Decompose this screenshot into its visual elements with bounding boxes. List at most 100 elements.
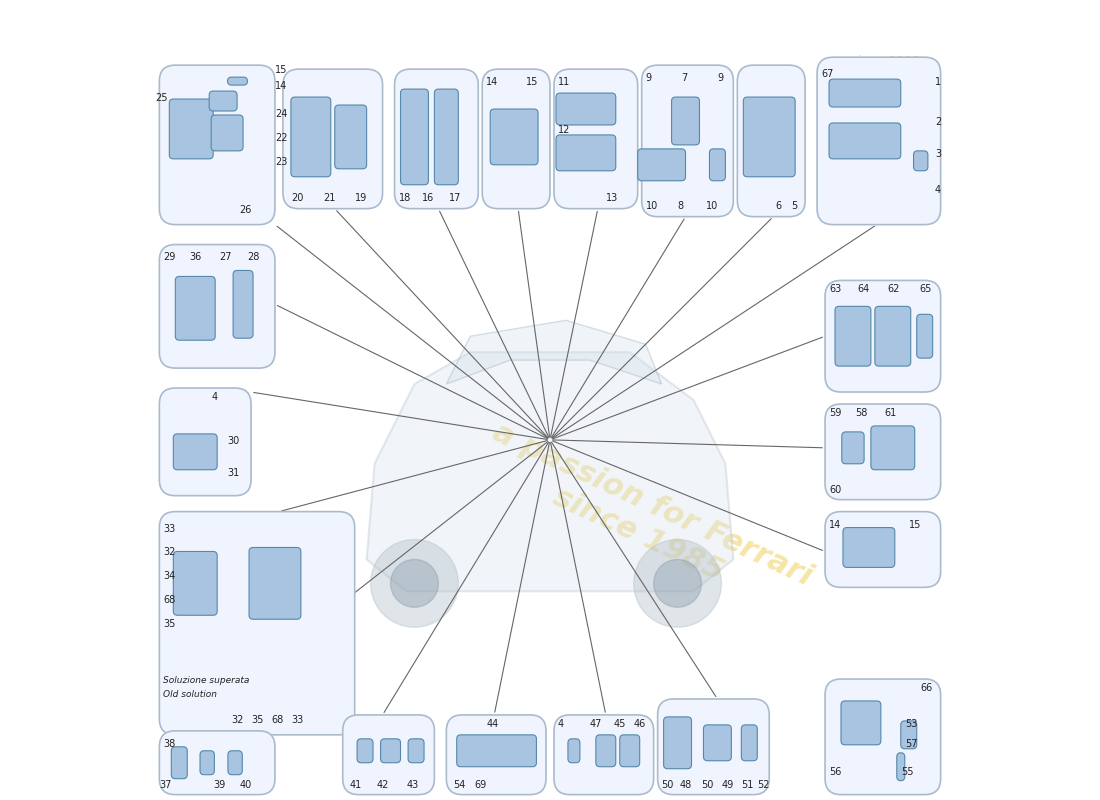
- Text: 15: 15: [275, 65, 287, 75]
- Text: 58: 58: [856, 408, 868, 418]
- Text: 41: 41: [349, 780, 361, 790]
- FancyBboxPatch shape: [825, 281, 940, 392]
- FancyBboxPatch shape: [160, 731, 275, 794]
- Text: 14: 14: [829, 519, 842, 530]
- Text: 62: 62: [888, 284, 900, 294]
- Text: 66: 66: [921, 683, 933, 693]
- Text: 35: 35: [251, 715, 263, 725]
- Text: 14: 14: [486, 77, 498, 87]
- Text: 24: 24: [275, 109, 287, 119]
- FancyBboxPatch shape: [556, 93, 616, 125]
- FancyBboxPatch shape: [901, 721, 916, 749]
- Text: 28: 28: [248, 253, 260, 262]
- FancyBboxPatch shape: [843, 527, 894, 567]
- FancyBboxPatch shape: [596, 735, 616, 766]
- FancyBboxPatch shape: [249, 547, 301, 619]
- Text: 33: 33: [163, 523, 176, 534]
- Text: 49: 49: [722, 780, 734, 790]
- Text: 61: 61: [884, 408, 898, 418]
- FancyBboxPatch shape: [554, 69, 638, 209]
- Text: 57: 57: [905, 738, 917, 749]
- FancyBboxPatch shape: [228, 750, 242, 774]
- Text: 12: 12: [558, 125, 570, 135]
- Text: 54: 54: [453, 780, 465, 790]
- FancyBboxPatch shape: [641, 65, 734, 217]
- Text: 63: 63: [829, 284, 842, 294]
- Text: 33: 33: [290, 715, 304, 725]
- FancyBboxPatch shape: [554, 715, 653, 794]
- Text: 20: 20: [290, 193, 304, 202]
- Text: 34: 34: [163, 571, 176, 582]
- FancyBboxPatch shape: [842, 432, 865, 464]
- FancyBboxPatch shape: [290, 97, 331, 177]
- FancyBboxPatch shape: [160, 388, 251, 496]
- Text: 10: 10: [705, 201, 717, 210]
- Text: 32: 32: [163, 547, 176, 558]
- Text: 4: 4: [558, 719, 564, 729]
- Text: 40: 40: [239, 780, 251, 790]
- FancyBboxPatch shape: [638, 149, 685, 181]
- Text: 9: 9: [646, 73, 652, 83]
- Text: 4: 4: [935, 185, 942, 194]
- FancyBboxPatch shape: [408, 739, 424, 762]
- FancyBboxPatch shape: [825, 512, 940, 587]
- Text: 16: 16: [422, 193, 435, 202]
- Text: 43: 43: [407, 780, 419, 790]
- FancyBboxPatch shape: [556, 135, 616, 170]
- Circle shape: [653, 559, 702, 607]
- Text: 10: 10: [646, 201, 658, 210]
- Text: 52: 52: [757, 780, 770, 790]
- FancyBboxPatch shape: [825, 679, 940, 794]
- Text: 67: 67: [821, 69, 834, 79]
- Text: 46: 46: [634, 719, 646, 729]
- Text: 50: 50: [661, 780, 674, 790]
- Text: 23: 23: [275, 157, 287, 167]
- FancyBboxPatch shape: [741, 725, 757, 761]
- Text: 22: 22: [275, 133, 287, 143]
- FancyBboxPatch shape: [896, 753, 905, 781]
- FancyBboxPatch shape: [842, 701, 881, 745]
- FancyBboxPatch shape: [835, 306, 871, 366]
- Text: 25: 25: [155, 93, 168, 103]
- FancyBboxPatch shape: [160, 512, 354, 735]
- Text: 59: 59: [829, 408, 842, 418]
- FancyBboxPatch shape: [658, 699, 769, 794]
- Text: 8: 8: [678, 201, 684, 210]
- Text: 3: 3: [935, 149, 942, 159]
- Text: 69: 69: [474, 780, 486, 790]
- Text: 51: 51: [741, 780, 754, 790]
- Text: Old solution: Old solution: [163, 690, 218, 698]
- Text: 29: 29: [163, 253, 176, 262]
- FancyBboxPatch shape: [395, 69, 478, 209]
- Circle shape: [371, 539, 459, 627]
- FancyBboxPatch shape: [209, 91, 238, 111]
- FancyBboxPatch shape: [343, 715, 434, 794]
- Text: 30: 30: [227, 436, 240, 446]
- Text: 26: 26: [239, 205, 252, 214]
- Text: 45: 45: [614, 719, 626, 729]
- FancyBboxPatch shape: [871, 426, 915, 470]
- FancyBboxPatch shape: [200, 750, 214, 774]
- FancyBboxPatch shape: [672, 97, 700, 145]
- Text: 36: 36: [189, 253, 202, 262]
- FancyBboxPatch shape: [334, 105, 366, 169]
- FancyBboxPatch shape: [175, 277, 216, 340]
- FancyBboxPatch shape: [913, 151, 928, 170]
- Text: 6: 6: [776, 201, 782, 210]
- FancyBboxPatch shape: [663, 717, 692, 769]
- Text: 53: 53: [905, 719, 917, 729]
- FancyBboxPatch shape: [710, 149, 725, 181]
- Text: 60: 60: [829, 486, 842, 495]
- Text: 13: 13: [606, 193, 618, 202]
- Text: 50: 50: [702, 780, 714, 790]
- FancyBboxPatch shape: [160, 245, 275, 368]
- Polygon shape: [366, 352, 734, 591]
- FancyBboxPatch shape: [174, 551, 217, 615]
- FancyBboxPatch shape: [358, 739, 373, 762]
- Circle shape: [390, 559, 439, 607]
- FancyBboxPatch shape: [174, 434, 217, 470]
- FancyBboxPatch shape: [381, 739, 400, 762]
- FancyBboxPatch shape: [228, 77, 248, 85]
- Text: 64: 64: [857, 284, 869, 294]
- Text: 47: 47: [590, 719, 602, 729]
